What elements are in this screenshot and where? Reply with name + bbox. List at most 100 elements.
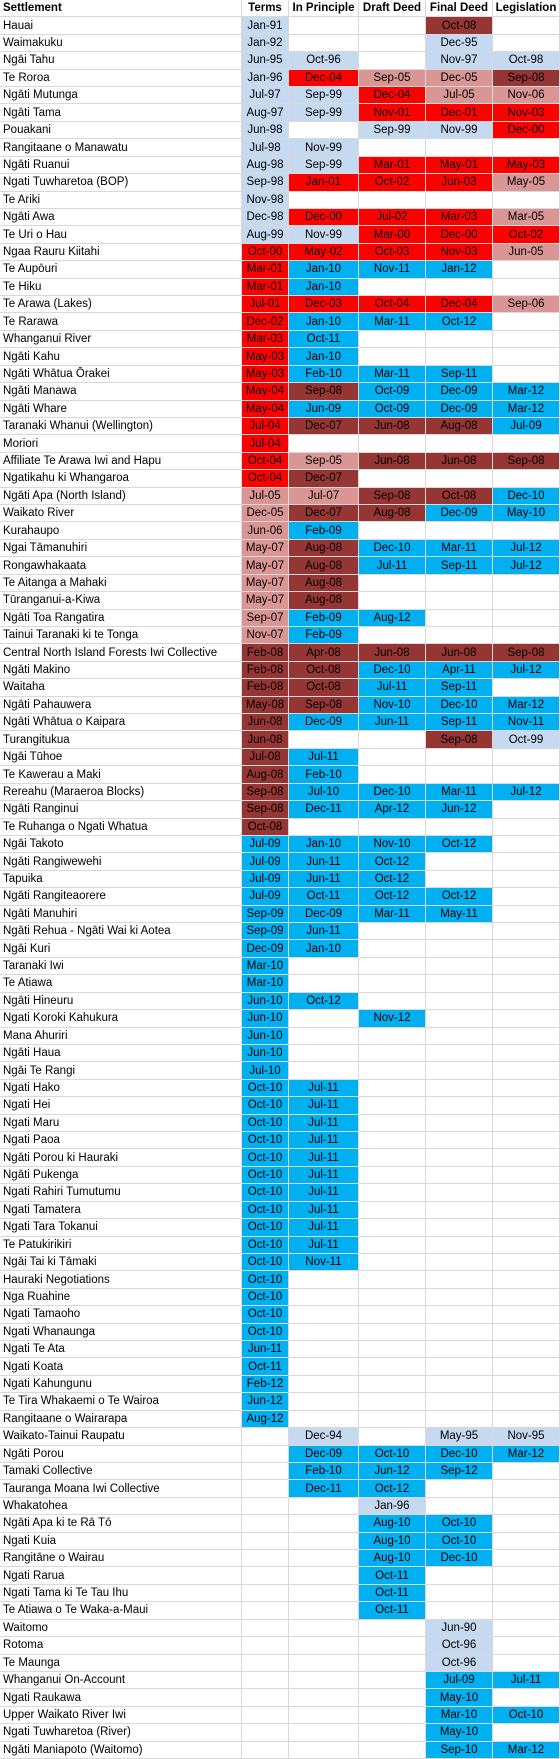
settlement-name: Rereahu (Maraeroa Blocks) <box>0 783 242 802</box>
empty-cell <box>426 1097 493 1115</box>
date-cell: Dec-94 <box>289 1428 359 1446</box>
date-cell: May-03 <box>242 348 289 366</box>
empty-cell <box>493 1027 560 1045</box>
empty-cell <box>493 1201 560 1220</box>
date-cell: Jul-11 <box>289 1114 359 1133</box>
date-cell: Dec-00 <box>426 226 493 244</box>
date-cell: May-07 <box>242 574 289 593</box>
date-cell: Jul-05 <box>242 487 289 506</box>
date-cell: Aug-12 <box>359 609 426 627</box>
date-cell: Dec-07 <box>289 505 359 523</box>
date-cell: Jun-10 <box>242 1010 289 1028</box>
date-cell: Jan-92 <box>242 34 289 53</box>
settlement-name: Rangitaane o Wairarapa <box>0 1410 242 1429</box>
empty-cell <box>493 1637 560 1655</box>
settlement-name: Ngati Koroki Kahukura <box>0 1010 242 1028</box>
empty-cell <box>359 348 426 366</box>
date-cell: Oct-10 <box>242 1184 289 1202</box>
date-cell: Aug-08 <box>289 592 359 610</box>
empty-cell <box>493 574 560 593</box>
date-cell: Oct-02 <box>359 174 426 192</box>
settlement-name: Te Roroa <box>0 69 242 88</box>
date-cell: Jun-90 <box>426 1619 493 1638</box>
date-cell: Dec-11 <box>289 1480 359 1498</box>
date-cell: Dec-09 <box>289 905 359 924</box>
empty-cell <box>359 766 426 784</box>
date-cell: Oct-10 <box>242 1079 289 1098</box>
empty-cell <box>289 1410 359 1429</box>
date-cell: Dec-04 <box>426 296 493 314</box>
settlement-name: Ngāti Whare <box>0 400 242 418</box>
empty-cell <box>493 679 560 697</box>
date-cell: Oct-11 <box>359 1567 426 1585</box>
date-cell: Dec-09 <box>289 714 359 732</box>
date-cell: Dec-00 <box>493 121 560 140</box>
settlement-name: Ngati Hako <box>0 1079 242 1098</box>
date-cell: Jan-01 <box>289 174 359 192</box>
date-cell: Oct-10 <box>242 1219 289 1237</box>
date-cell: Feb-09 <box>289 609 359 627</box>
empty-cell <box>493 888 560 906</box>
empty-cell <box>493 1288 560 1307</box>
date-cell: Oct-10 <box>426 1515 493 1533</box>
date-cell: Jan-10 <box>289 278 359 297</box>
empty-cell <box>493 1253 560 1272</box>
date-cell: Sep-12 <box>426 1462 493 1481</box>
date-cell: Jun-03 <box>426 174 493 192</box>
settlement-name: Waikato River <box>0 505 242 523</box>
date-cell: Sep-99 <box>289 87 359 105</box>
empty-cell <box>493 1097 560 1115</box>
settlement-name: Waimakuku <box>0 34 242 53</box>
empty-cell <box>242 1480 289 1498</box>
date-cell: Sep-99 <box>289 104 359 122</box>
settlement-name: Ngāti Rangiwewehi <box>0 853 242 871</box>
empty-cell <box>493 992 560 1011</box>
date-cell: Jan-10 <box>289 835 359 854</box>
date-cell: Dec-10 <box>359 539 426 558</box>
empty-cell <box>359 1079 426 1098</box>
settlement-name: Ngāti Whātua Ōrakei <box>0 365 242 384</box>
date-cell: Mar-10 <box>242 975 289 993</box>
empty-cell <box>493 191 560 209</box>
date-cell: May-10 <box>426 1689 493 1707</box>
date-cell: May-05 <box>493 174 560 192</box>
date-cell: Aug-97 <box>242 104 289 122</box>
date-cell: Jul-04 <box>242 435 289 453</box>
date-cell: Aug-98 <box>242 156 289 175</box>
empty-cell <box>359 1689 426 1707</box>
empty-cell <box>359 435 426 453</box>
empty-cell <box>493 870 560 889</box>
empty-cell <box>493 1341 560 1359</box>
date-cell: Jun-08 <box>242 731 289 749</box>
empty-cell <box>493 1724 560 1742</box>
settlement-name: Ngati Raukawa <box>0 1689 242 1707</box>
empty-cell <box>289 17 359 35</box>
empty-cell <box>426 592 493 610</box>
date-cell: Dec-04 <box>289 69 359 88</box>
date-cell: Sep-11 <box>426 679 493 697</box>
date-cell: Mar-12 <box>493 696 560 715</box>
empty-cell <box>359 1062 426 1080</box>
date-cell: Jul-12 <box>493 661 560 680</box>
date-cell: Sep-08 <box>289 696 359 715</box>
date-cell: Oct-10 <box>493 1706 560 1725</box>
date-cell: Jul-11 <box>289 1166 359 1185</box>
empty-cell <box>493 1375 560 1394</box>
date-cell: Oct-12 <box>359 1480 426 1498</box>
empty-cell <box>426 1079 493 1098</box>
empty-cell <box>493 748 560 767</box>
empty-cell <box>493 1149 560 1167</box>
settlement-name: Rongawhakaata <box>0 557 242 575</box>
date-cell: May-03 <box>493 156 560 175</box>
date-cell: Jun-12 <box>426 801 493 819</box>
empty-cell <box>493 261 560 279</box>
settlement-name: Hauai <box>0 17 242 35</box>
empty-cell <box>359 1671 426 1690</box>
date-cell: Jul-11 <box>289 1079 359 1098</box>
settlement-name: Ngāti Makino <box>0 661 242 680</box>
date-cell: Jan-96 <box>242 69 289 88</box>
empty-cell <box>359 1637 426 1655</box>
settlement-name: Rotoma <box>0 1637 242 1655</box>
date-cell: Oct-00 <box>242 243 289 262</box>
settlement-name: Whanganui On-Account <box>0 1671 242 1690</box>
